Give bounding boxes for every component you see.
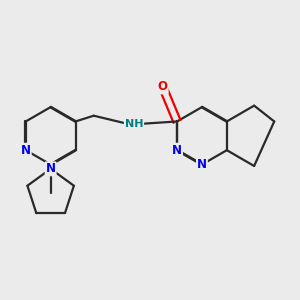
- Text: N: N: [21, 144, 31, 157]
- Text: N: N: [46, 162, 56, 176]
- Text: N: N: [197, 158, 207, 171]
- Text: NH: NH: [125, 119, 143, 129]
- Text: O: O: [158, 80, 168, 94]
- Text: N: N: [172, 144, 182, 157]
